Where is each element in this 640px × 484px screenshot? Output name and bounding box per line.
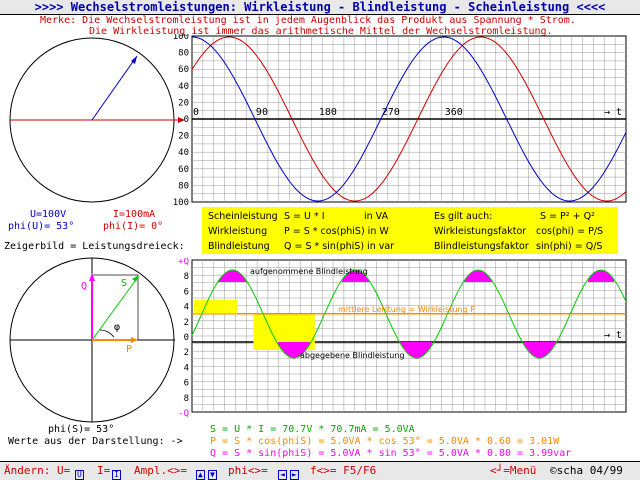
voltage-phasor: [91, 55, 138, 121]
wlf-formula: cos(phi) = P/S: [536, 226, 604, 237]
blf-formula: sin(phi) = Q/S: [536, 241, 603, 252]
power-y-tick: 8: [184, 394, 189, 404]
wave-y-tick: 100: [173, 34, 189, 42]
power-y-tick: 6: [184, 379, 189, 389]
phi-s-value: phi(S)= 53°: [48, 424, 115, 435]
arrow-down-icon: ▼: [208, 470, 217, 480]
f-ctrl[interactable]: f<>= F5/F6: [310, 464, 377, 477]
blf-label: Blindleistungsfaktor: [434, 241, 529, 252]
wlf-label: Wirkleistungsfaktor: [434, 226, 527, 237]
wave-x-tick: 90: [256, 107, 268, 118]
wave-y-tick: 60: [178, 65, 189, 75]
power-y-tick: -Q: [178, 409, 189, 418]
merke-note: Merke: Die Wechselstromleistung ist in j…: [40, 15, 576, 37]
wave-y-tick: 80: [178, 181, 189, 191]
formula-s: S = U * I: [284, 211, 325, 222]
i-key-button[interactable]: I: [112, 466, 121, 484]
wave-t-label: → t: [604, 107, 622, 118]
menu-button[interactable]: <┘=Menü: [490, 464, 537, 477]
wave-y-tick: 60: [178, 165, 189, 175]
arrow-up-icon: ▲: [196, 470, 205, 480]
power-t-label: → t: [604, 330, 622, 341]
waveform-chart: 100 80 60 40 20 0 20 40 60 80 100 0 90 180 270 360 → t: [173, 34, 627, 206]
werte-label: Werte aus der Darstellung: ->: [8, 436, 183, 447]
formula-p: P = S * cos(phiS) in W: [284, 226, 389, 237]
zeigerbild-label: Zeigerbild = Leistungsdreieck:: [4, 241, 185, 252]
bottom-bar: Ändern: U= U I= I Ampl.<>= ▲ ▼ phi<>= ◄ …: [0, 461, 640, 480]
reactive-peak: [588, 270, 614, 282]
wave-y-tick: 40: [178, 82, 189, 92]
formula-box: Scheinleistung S = U * I in VA Wirkleist…: [202, 207, 618, 254]
label-mittlere: mittlere Leistung = Wirkleistung P: [338, 305, 475, 314]
formula-q: Q = S * sin(phiS) in var: [284, 241, 395, 252]
wave-y-tick: 20: [178, 98, 189, 108]
label-aufgenommen: aufgenommene Blindleistung: [250, 267, 368, 276]
power-y-tick: 4: [184, 303, 189, 313]
wave-y-tick: 40: [178, 148, 189, 158]
power-curve: [191, 269, 627, 359]
power-triangle-diagram: [9, 257, 175, 423]
power-y-tick: 4: [184, 363, 189, 373]
reactive-trough: [400, 342, 432, 358]
phi-symbol: φ: [114, 322, 121, 333]
merke-line-1: Merke: Die Wechselstromleistung ist in j…: [40, 15, 576, 26]
power-y-tick: 2: [184, 348, 189, 358]
s-formula: S = P² + Q²: [540, 211, 595, 222]
i-value: I=100mA: [113, 209, 156, 220]
wave-x-tick: 360: [445, 107, 463, 118]
result-p: P = S * cos(phiS) = 5.0VA * cos 53° = 5.…: [210, 436, 560, 447]
yellow-area-upper: [194, 300, 237, 314]
i-key-glyph: I: [112, 470, 121, 480]
arrow-right-icon: ►: [290, 470, 299, 480]
reactive-trough: [524, 342, 556, 358]
s-label: S: [121, 278, 128, 289]
wave-x-tick: 270: [382, 107, 400, 118]
u-key-button[interactable]: U: [75, 466, 84, 484]
p-label: P: [126, 344, 133, 355]
s-vector: [91, 276, 139, 341]
reactive-peak: [342, 270, 370, 282]
phasor-diagram: [9, 37, 185, 203]
power-y-tick: 6: [184, 287, 189, 297]
power-y-tick: 8: [184, 272, 189, 282]
wave-y-tick: 100: [173, 198, 189, 206]
power-chart: +Q 8 6 4 2 0 2 4 6 8 -Q → t aufgenommene Blindleistu…: [178, 258, 627, 418]
wave-y-tick: 0: [184, 115, 189, 125]
phi-u-value: phi(U)= 53°: [8, 221, 75, 232]
power-y-tick: +Q: [178, 258, 189, 267]
copyright-label: ©scha 04/99: [550, 464, 623, 477]
phi-ctrl-label: phi<>=: [228, 464, 268, 477]
ampl-label: Ampl.<>=: [134, 464, 187, 477]
label-abgegeben: abgegebene Blindleistung: [300, 351, 405, 360]
wave-x-tick: 0: [193, 107, 199, 118]
ampl-down-button[interactable]: ▼: [208, 466, 217, 484]
formula-label-s: Scheinleistung: [208, 211, 278, 222]
voltage-curve: [191, 36, 627, 202]
ampl-up-button[interactable]: ▲: [196, 466, 205, 484]
result-q: Q = S * sin(phiS) = 5.0VA * sin 53° = 5.…: [210, 448, 572, 459]
es-gilt-label: Es gilt auch:: [434, 211, 493, 222]
i-label: I=: [97, 464, 111, 477]
formula-s-unit: in VA: [364, 211, 389, 222]
phi-i-value: phi(I)= 0°: [103, 221, 164, 232]
formula-label-q: Blindleistung: [208, 241, 270, 252]
current-curve: [191, 36, 627, 202]
q-label: Q: [81, 281, 88, 292]
power-y-tick: 2: [184, 318, 189, 328]
wave-y-tick: 20: [178, 132, 189, 142]
arrow-left-icon: ◄: [278, 470, 287, 480]
formula-label-p: Wirkleistung: [208, 226, 268, 237]
merke-line-2: Die Wirkleistung ist immer das arithmeti…: [89, 26, 553, 37]
wave-x-tick: 180: [319, 107, 337, 118]
u-value: U=100V: [30, 209, 67, 220]
app-title: >>>> Wechselstromleistungen: Wirkleistun…: [0, 0, 640, 15]
u-key-glyph: U: [75, 470, 84, 480]
wave-y-tick: 80: [178, 49, 189, 59]
phi-right-button[interactable]: ►: [290, 466, 299, 484]
phi-left-button[interactable]: ◄: [278, 466, 287, 484]
result-s: S = U * I = 70.7V * 70.7mA = 5.0VA: [210, 424, 415, 435]
power-y-tick: 0: [184, 333, 189, 343]
andern-label: Ändern: U=: [4, 464, 71, 477]
